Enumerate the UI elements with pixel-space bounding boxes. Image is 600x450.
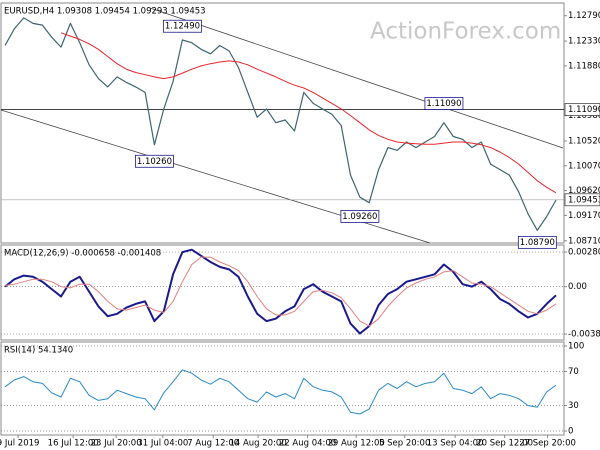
annotation-box <box>135 154 174 168</box>
y-tick-label: 1.08710 <box>568 236 600 246</box>
panel-title: MACD(12,26,9) -0.000658 -0.001408 <box>4 249 161 259</box>
x-tick-label: 31 Jul 04:00 <box>137 439 188 449</box>
y-tick-label: 0.002808 <box>568 248 600 258</box>
x-tick-label: 23 Jul 20:00 <box>91 439 142 449</box>
y-tick-label: 1.10520 <box>568 136 600 146</box>
y-tick-label: 1.09620 <box>568 186 600 196</box>
watermark: ActionForex.com <box>370 19 561 45</box>
x-tick-label: 22 Aug 04:00 <box>279 439 336 449</box>
x-tick-label: 29 Aug 12:00 <box>327 439 384 449</box>
annotation-box <box>163 19 202 33</box>
last-price-line-tag <box>564 193 600 207</box>
y-tick-label: 1.10980 <box>568 111 600 121</box>
series-line <box>4 369 557 415</box>
x-tick-label: 7 Aug 12:00 <box>187 439 239 449</box>
y-tick-label: 0 <box>568 427 573 437</box>
series-line <box>60 32 557 194</box>
panels <box>0 2 565 436</box>
y-tick-label: 1.10070 <box>568 161 600 171</box>
x-tick-label: 20 Sep 12:00 <box>476 439 533 449</box>
y-tick-label: 0.00 <box>568 282 587 292</box>
last-price-line-label: 1.09453 <box>568 195 600 205</box>
channel-top <box>149 7 564 149</box>
annotation-label: 1.09260 <box>342 212 377 222</box>
series-line <box>4 17 557 231</box>
macd-panel: MACD(12,26,9) -0.000658 -0.001408 0.0028 0… <box>1 248 600 340</box>
annotation-label: 1.10260 <box>137 157 172 167</box>
panel-title: RSI(14) 54.1340 <box>4 346 73 356</box>
annotation-label: 1.11090 <box>426 99 461 109</box>
panel-title: EURUSD,H4 1.09308 1.09454 1.09293 1.0945… <box>4 7 206 17</box>
horizontal-line-label: 1.11090 <box>568 105 600 115</box>
y-tick-label: -0.003848 <box>568 330 600 340</box>
rsi-frame <box>0 341 565 436</box>
x-tick-label: 27 Sep 20:00 <box>519 439 576 449</box>
x-tick-label: 14 Aug 20:00 <box>229 439 286 449</box>
y-tick-label: 30 <box>568 401 579 411</box>
macd-frame <box>0 244 565 341</box>
price-panel: ActionForex.com EURUSD,H4 1.09308 1.09454… <box>1 7 600 249</box>
annotation-label: 1.12490 <box>165 22 200 32</box>
y-tick-label: 100 <box>568 341 584 351</box>
annotation-box <box>424 97 464 110</box>
horizontal-line-tag <box>564 103 600 116</box>
series-line <box>4 256 557 327</box>
annotation-label: 1.08790 <box>520 238 555 248</box>
annotation-box <box>340 210 380 223</box>
x-tick-label: 13 Sep 04:00 <box>427 439 484 449</box>
annotation-box <box>517 235 557 249</box>
y-tick-label: 1.11880 <box>568 61 600 71</box>
rsi-panel: RSI(14) 54.1340 100 70 30 0 9 Jul 2019 16 Jul … <box>0 341 584 448</box>
y-tick-label: 70 <box>568 367 579 377</box>
x-tick-label: 16 Jul 12:00 <box>48 439 99 449</box>
price-frame <box>0 2 565 244</box>
x-tick-label: 5 Sep 20:00 <box>379 439 430 449</box>
y-tick-label: 1.12790 <box>568 11 600 21</box>
x-tick-label: 9 Jul 2019 <box>0 439 39 449</box>
y-tick-label: 1.12330 <box>568 37 600 47</box>
y-tick-label: 1.09170 <box>568 211 600 221</box>
